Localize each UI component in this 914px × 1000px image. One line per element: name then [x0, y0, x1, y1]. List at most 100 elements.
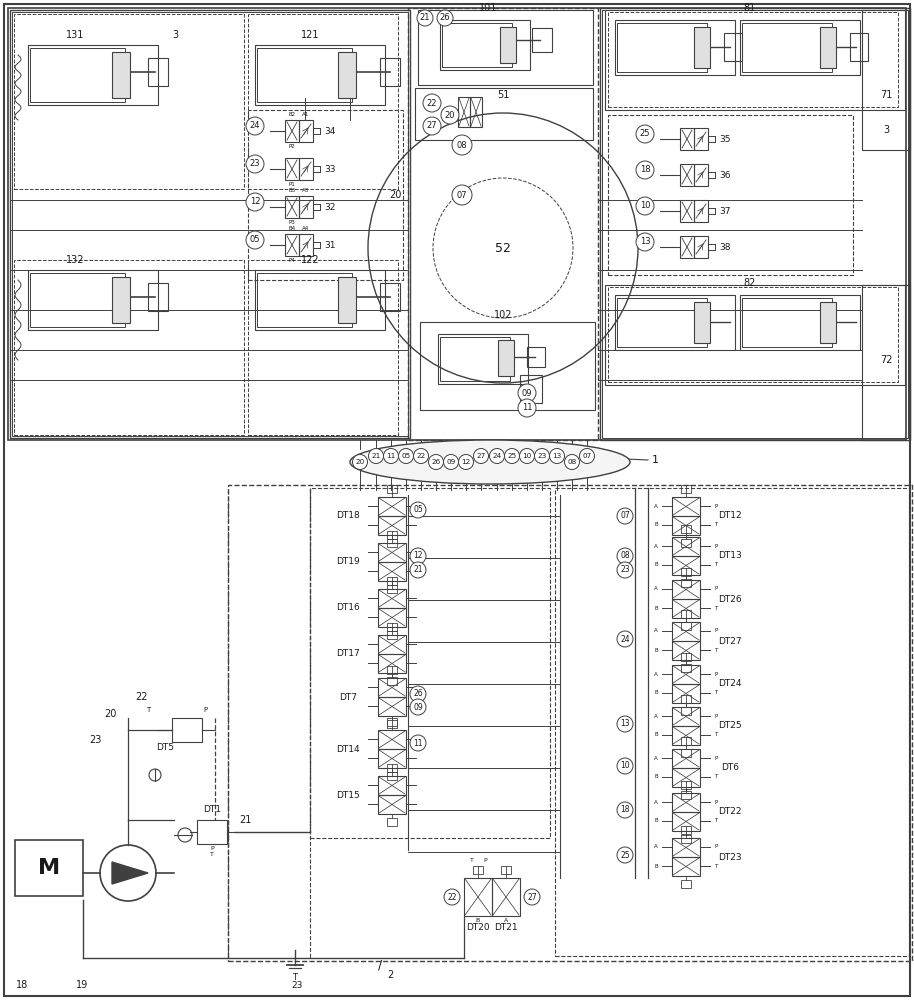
Text: 131: 131 — [66, 30, 84, 40]
Bar — [387, 577, 397, 585]
Text: DT12: DT12 — [718, 512, 742, 520]
Bar — [694, 27, 710, 68]
Bar — [740, 20, 860, 75]
Bar — [30, 273, 125, 327]
Text: P: P — [715, 756, 717, 760]
Text: P: P — [715, 629, 717, 634]
Bar — [672, 857, 700, 876]
Text: 07: 07 — [620, 512, 630, 520]
Bar — [248, 110, 403, 280]
Bar — [672, 838, 700, 857]
Bar — [672, 707, 700, 726]
Bar — [378, 562, 406, 581]
Bar — [681, 737, 691, 745]
Text: T: T — [292, 974, 297, 982]
Text: A: A — [654, 504, 658, 508]
Text: P: P — [203, 707, 207, 713]
Text: B: B — [654, 774, 658, 780]
Text: 35: 35 — [719, 134, 731, 143]
Text: 10: 10 — [621, 762, 630, 770]
Bar — [387, 623, 397, 631]
Bar — [387, 764, 397, 772]
Text: P: P — [715, 504, 717, 508]
Text: 22: 22 — [427, 99, 437, 107]
Ellipse shape — [350, 440, 630, 484]
Bar — [418, 10, 593, 85]
Bar — [378, 608, 406, 627]
Bar — [257, 48, 352, 102]
Bar — [257, 273, 352, 327]
Text: 81: 81 — [744, 3, 756, 13]
Text: DT22: DT22 — [718, 808, 742, 816]
Text: A: A — [654, 844, 658, 850]
Bar — [608, 287, 898, 382]
Text: 36: 36 — [719, 170, 731, 180]
Bar — [672, 793, 700, 812]
Text: 37: 37 — [719, 207, 731, 216]
Bar — [387, 485, 397, 493]
Bar — [299, 196, 313, 218]
Bar — [680, 128, 694, 150]
Text: DT21: DT21 — [494, 924, 518, 932]
Text: 26: 26 — [413, 690, 423, 698]
Text: 24: 24 — [250, 121, 260, 130]
Text: 18: 18 — [16, 980, 28, 990]
Bar — [248, 260, 398, 435]
Bar — [681, 610, 691, 618]
Bar — [387, 539, 397, 547]
Circle shape — [399, 448, 413, 464]
Text: 121: 121 — [301, 30, 319, 40]
Bar — [387, 666, 397, 674]
Text: /: / — [377, 958, 382, 972]
Bar — [440, 337, 510, 381]
Bar — [15, 840, 83, 896]
Bar — [555, 488, 909, 956]
Text: DT26: DT26 — [718, 594, 742, 603]
Circle shape — [617, 847, 633, 863]
Text: 26: 26 — [431, 459, 441, 465]
Text: 21: 21 — [413, 566, 423, 574]
Bar — [378, 543, 406, 562]
Circle shape — [410, 548, 426, 564]
Text: T: T — [715, 774, 717, 780]
Bar — [338, 52, 356, 98]
Bar — [742, 23, 832, 72]
Bar — [681, 749, 691, 757]
Bar — [672, 537, 700, 556]
Circle shape — [246, 231, 264, 249]
Bar — [387, 772, 397, 780]
Circle shape — [410, 699, 426, 715]
Text: B3: B3 — [289, 188, 295, 194]
Circle shape — [353, 454, 367, 470]
Bar — [681, 826, 691, 834]
Text: 82: 82 — [744, 278, 756, 288]
Text: T: T — [715, 605, 717, 610]
Circle shape — [505, 448, 519, 464]
Bar — [672, 580, 700, 599]
Bar — [681, 781, 691, 789]
Circle shape — [423, 94, 441, 112]
Text: DT14: DT14 — [336, 744, 360, 754]
Text: 23: 23 — [621, 566, 630, 574]
Text: DT25: DT25 — [718, 722, 742, 730]
Text: 27: 27 — [476, 453, 485, 459]
Text: T: T — [210, 852, 214, 857]
Bar — [850, 33, 868, 61]
Text: A: A — [654, 714, 658, 718]
Bar — [112, 277, 130, 323]
Bar — [387, 677, 397, 685]
Text: 72: 72 — [880, 355, 892, 365]
Polygon shape — [112, 862, 148, 884]
Circle shape — [368, 448, 384, 464]
Circle shape — [443, 454, 459, 470]
Bar — [442, 23, 512, 67]
Circle shape — [452, 135, 472, 155]
Text: A: A — [504, 918, 508, 924]
Text: 26: 26 — [440, 13, 451, 22]
Bar — [681, 579, 691, 587]
Text: 33: 33 — [324, 164, 335, 174]
Text: P3: P3 — [289, 221, 295, 226]
Circle shape — [636, 161, 654, 179]
Text: 22: 22 — [136, 692, 148, 702]
Bar — [408, 8, 598, 440]
